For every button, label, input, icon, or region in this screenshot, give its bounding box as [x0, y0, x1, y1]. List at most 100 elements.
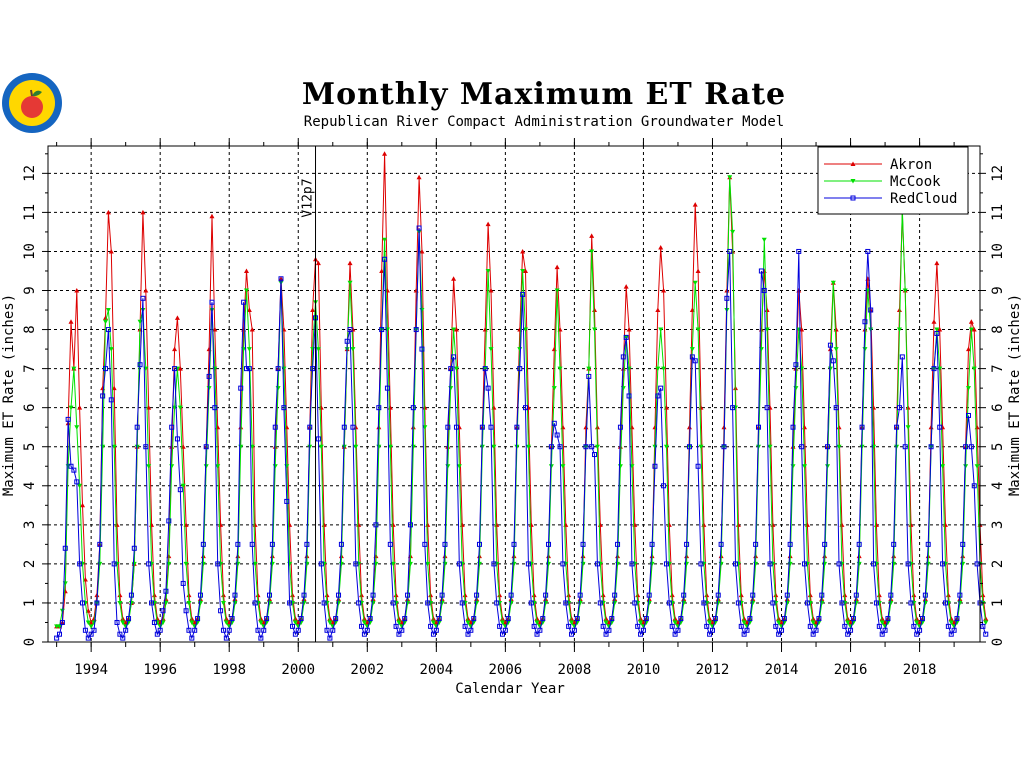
data-point [810, 631, 816, 637]
data-point [97, 541, 103, 547]
data-point [741, 616, 747, 621]
data-point [361, 631, 367, 637]
data-point [796, 248, 802, 254]
plot-frame [47, 145, 981, 643]
data-point [925, 541, 931, 547]
data-point [592, 452, 598, 458]
data-point [537, 627, 543, 633]
data-point [246, 307, 252, 313]
data-point [448, 386, 454, 391]
data-point [911, 592, 917, 598]
data-point [246, 347, 252, 352]
data-point [103, 366, 109, 372]
data-point [336, 592, 342, 598]
data-point [776, 616, 782, 621]
data-point [744, 627, 750, 633]
data-point [453, 327, 459, 332]
data-point [290, 623, 296, 629]
y-tick-label-right: 10 [990, 243, 1006, 260]
y-tick-label-left: 7 [22, 364, 38, 372]
data-point [192, 627, 198, 633]
data-point [284, 498, 290, 504]
data-point [810, 620, 816, 625]
data-point [281, 405, 287, 411]
data-point [488, 288, 494, 293]
data-point [318, 444, 324, 450]
data-point [186, 600, 192, 606]
data-point [393, 623, 399, 629]
data-point [767, 444, 773, 450]
data-point [663, 561, 669, 567]
data-point [914, 620, 920, 625]
y-axis-label-left: Maximum ET Rate (inches) [1, 294, 17, 496]
data-point [609, 616, 615, 622]
series-line-redcloud [56, 227, 987, 640]
data-point [756, 424, 762, 430]
data-point [197, 592, 203, 598]
data-point [983, 616, 989, 621]
data-point [672, 631, 678, 637]
data-point [189, 620, 195, 625]
legend-label: RedCloud [890, 191, 957, 207]
data-point [643, 616, 649, 622]
y-tick-label-left: 6 [22, 403, 38, 411]
data-point [108, 347, 114, 352]
data-point [433, 627, 439, 633]
series-line-akron [56, 153, 987, 627]
data-point [638, 631, 644, 637]
y-tick-label-left: 3 [22, 521, 38, 529]
x-tick-label: 2004 [419, 662, 453, 678]
data-point [353, 444, 359, 450]
data-point [534, 620, 540, 625]
data-point [186, 592, 192, 598]
data-point [681, 592, 687, 598]
data-point [77, 405, 83, 410]
data-point [195, 616, 201, 622]
data-point [482, 366, 488, 372]
data-point [74, 288, 80, 293]
data-point [105, 327, 111, 333]
data-point [321, 600, 327, 606]
data-point [776, 620, 782, 625]
series-redcloud [54, 225, 989, 641]
data-point [91, 627, 97, 633]
data-point [971, 327, 977, 332]
data-point [497, 623, 503, 629]
data-point [980, 623, 986, 629]
data-point [891, 541, 897, 547]
data-point [850, 616, 856, 622]
data-point [474, 592, 480, 598]
x-tick-label: 2010 [627, 662, 661, 678]
data-point [445, 424, 451, 430]
data-point [140, 295, 146, 301]
data-point [143, 444, 149, 450]
data-point [784, 600, 790, 606]
data-point [315, 260, 321, 266]
data-point [600, 592, 606, 598]
data-point [879, 616, 885, 621]
data-point [143, 288, 149, 293]
data-point [310, 347, 316, 352]
legend-marker [850, 161, 856, 166]
y-tick-label-right: 11 [990, 204, 1006, 221]
data-point [563, 600, 569, 606]
data-point [695, 327, 701, 333]
data-point [661, 288, 667, 293]
data-point [652, 463, 658, 469]
data-point [747, 616, 753, 622]
data-point [534, 631, 540, 637]
data-point [666, 600, 672, 606]
data-point [485, 268, 491, 274]
data-point [419, 308, 425, 313]
data-point [965, 346, 971, 352]
data-point [937, 327, 943, 332]
data-point [505, 616, 511, 622]
data-point [172, 366, 178, 372]
data-point [451, 354, 457, 360]
data-point [698, 561, 704, 567]
data-point [396, 616, 402, 621]
data-point [715, 592, 721, 598]
data-point [790, 464, 796, 469]
data-point [848, 627, 854, 633]
x-tick-label: 1996 [143, 662, 177, 678]
